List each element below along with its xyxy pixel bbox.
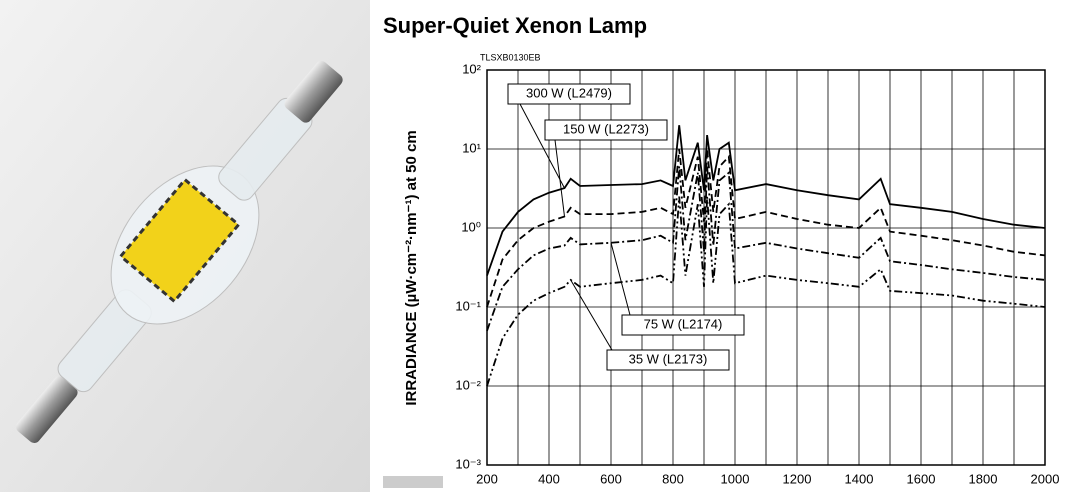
page: Super-Quiet Xenon Lamp TLSXB0130EB IRRAD… [0,0,1073,492]
lamp-photo [0,0,379,492]
x-tick-label: 200 [476,471,498,486]
x-tick-label: 1600 [907,471,936,486]
y-tick-label: 10⁻¹ [455,298,481,313]
x-tick-label: 600 [600,471,622,486]
y-tick-label: 10⁻³ [455,456,481,471]
leader-line [571,280,612,350]
figure-code: TLSXB0130EB [480,52,541,62]
x-tick-label: 2000 [1031,471,1060,486]
scale-bar [383,476,443,488]
y-tick-label: 10¹ [462,140,481,155]
x-tick-label: 1400 [845,471,874,486]
legend-label: 35 W (L2173) [629,351,708,366]
y-tick-label: 10⁰ [461,219,481,234]
legend-label: 75 W (L2174) [644,316,723,331]
x-tick-label: 1200 [783,471,812,486]
leader-line [520,104,565,188]
y-axis-label: IRRADIANCE (µW·cm⁻²·nm⁻¹) at 50 cm [403,130,420,405]
leader-line [555,140,565,216]
leader-line [611,243,630,315]
legend-label: 300 W (L2479) [526,85,612,100]
chart-title: Super-Quiet Xenon Lamp [383,13,647,38]
y-tick-label: 10² [462,61,481,76]
x-tick-label: 1800 [969,471,998,486]
x-tick-label: 1000 [721,471,750,486]
x-tick-label: 400 [538,471,560,486]
legend-label: 150 W (L2273) [563,121,649,136]
y-tick-label: 10⁻² [455,377,481,392]
x-tick-label: 800 [662,471,684,486]
